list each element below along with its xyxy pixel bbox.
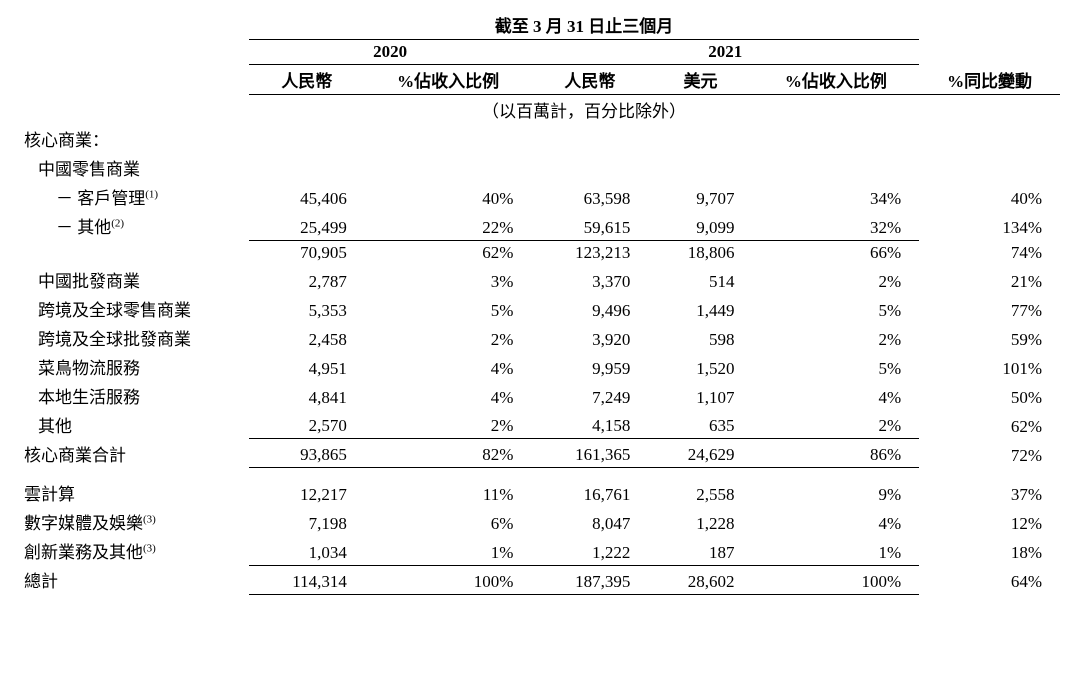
row-cn-wholesale: 中國批發商業 2,787 3% 3,370 514 2% 21% — [20, 265, 1060, 294]
row-xborder-wholesale: 跨境及全球批發商業 2,458 2% 3,920 598 2% 59% — [20, 323, 1060, 352]
row-cn-retail: 中國零售商業 — [20, 153, 249, 182]
col-pct-2020: %佔收入比例 — [365, 65, 532, 95]
row-innovation: 創新業務及其他(3) 1,034 1% 1,222 187 1% 18% — [20, 536, 1060, 565]
financial-table: 截至 3 月 31 日止三個月 2020 2021 人民幣 %佔收入比例 人民幣… — [20, 10, 1060, 595]
row-other: － 其他(2) 25,499 22% 59,615 9,099 32% 134% — [20, 211, 1060, 240]
col-rmb-2021: 人民幣 — [531, 65, 648, 95]
row-core-total: 核心商業合計 93,865 82% 161,365 24,629 86% 72% — [20, 439, 1060, 468]
col-pct-2021: %佔收入比例 — [753, 65, 920, 95]
col-yoy: %同比變動 — [919, 65, 1060, 95]
year-2020: 2020 — [249, 40, 532, 65]
unit-note: （以百萬計，百分比除外） — [249, 95, 919, 125]
period-header: 截至 3 月 31 日止三個月 — [249, 10, 919, 40]
row-cainiao: 菜鳥物流服務 4,951 4% 9,959 1,520 5% 101% — [20, 352, 1060, 381]
row-media: 數字媒體及娛樂(3) 7,198 6% 8,047 1,228 4% 12% — [20, 507, 1060, 536]
row-cust-mgmt: － 客戶管理(1) 45,406 40% 63,598 9,707 34% 40… — [20, 182, 1060, 211]
col-rmb-2020: 人民幣 — [249, 65, 365, 95]
section-core: 核心商業： — [20, 124, 249, 153]
row-total: 總計 114,314 100% 187,395 28,602 100% 64% — [20, 565, 1060, 594]
year-2021: 2021 — [531, 40, 919, 65]
row-local: 本地生活服務 4,841 4% 7,249 1,107 4% 50% — [20, 381, 1060, 410]
row-cn-retail-subtotal: 70,905 62% 123,213 18,806 66% 74% — [20, 240, 1060, 265]
row-cloud: 雲計算 12,217 11% 16,761 2,558 9% 37% — [20, 478, 1060, 507]
row-xborder-retail: 跨境及全球零售商業 5,353 5% 9,496 1,449 5% 77% — [20, 294, 1060, 323]
col-usd-2021: 美元 — [648, 65, 752, 95]
row-other2: 其他 2,570 2% 4,158 635 2% 62% — [20, 410, 1060, 439]
